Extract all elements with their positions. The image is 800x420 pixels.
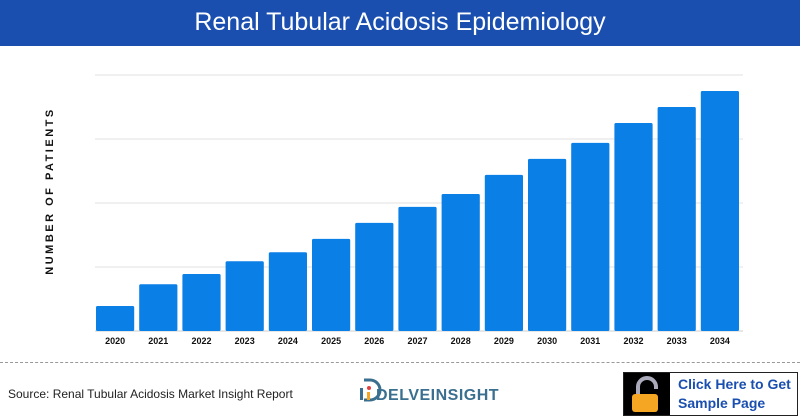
delveinsight-logo-icon bbox=[360, 378, 382, 402]
lock-icon bbox=[624, 373, 670, 415]
bar-2031 bbox=[571, 142, 610, 331]
bar-2024 bbox=[268, 252, 307, 331]
x-tick-label: 2025 bbox=[321, 336, 341, 346]
x-tick-label: 2033 bbox=[667, 336, 687, 346]
bar-2022 bbox=[182, 274, 221, 331]
divider bbox=[0, 362, 800, 363]
x-tick-label: 2023 bbox=[235, 336, 255, 346]
bar-2027 bbox=[398, 206, 437, 331]
get-sample-page-button[interactable]: Click Here to Get Sample Page bbox=[623, 372, 798, 416]
x-tick-label: 2031 bbox=[580, 336, 600, 346]
bar-2030 bbox=[528, 158, 567, 331]
bar-2021 bbox=[139, 284, 178, 331]
x-tick-label: 2026 bbox=[364, 336, 384, 346]
bar-2023 bbox=[225, 261, 264, 331]
chart-title: Renal Tubular Acidosis Epidemiology bbox=[0, 0, 800, 46]
x-tick-label: 2027 bbox=[407, 336, 427, 346]
bar-2025 bbox=[312, 238, 351, 331]
x-tick-label: 2032 bbox=[623, 336, 643, 346]
x-tick-label: 2030 bbox=[537, 336, 557, 346]
x-tick-label: 2020 bbox=[105, 336, 125, 346]
bar-2034 bbox=[700, 91, 739, 331]
bar-2026 bbox=[355, 222, 394, 331]
bar-2029 bbox=[484, 174, 523, 331]
logo-text: DELVEINSIGHT bbox=[376, 387, 500, 404]
bar-2020 bbox=[96, 306, 135, 331]
x-tick-label: 2034 bbox=[710, 336, 730, 346]
bar-chart: 2020 2021 2022 2023 2024 2025 2026 2027 2028 2029… bbox=[95, 74, 743, 346]
x-tick-label: 2028 bbox=[451, 336, 471, 346]
source-text: Source: Renal Tubular Acidosis Market In… bbox=[8, 387, 293, 401]
cta-line-2: Sample Page bbox=[678, 395, 766, 411]
cta-line-1: Click Here to Get bbox=[678, 376, 791, 392]
bar-2032 bbox=[614, 123, 653, 331]
bar-2033 bbox=[657, 107, 696, 331]
bar-2028 bbox=[441, 194, 480, 331]
x-tick-label: 2022 bbox=[191, 336, 211, 346]
x-tick-label: 2024 bbox=[278, 336, 298, 346]
x-tick-label: 2021 bbox=[148, 336, 168, 346]
x-tick-label: 2029 bbox=[494, 336, 514, 346]
